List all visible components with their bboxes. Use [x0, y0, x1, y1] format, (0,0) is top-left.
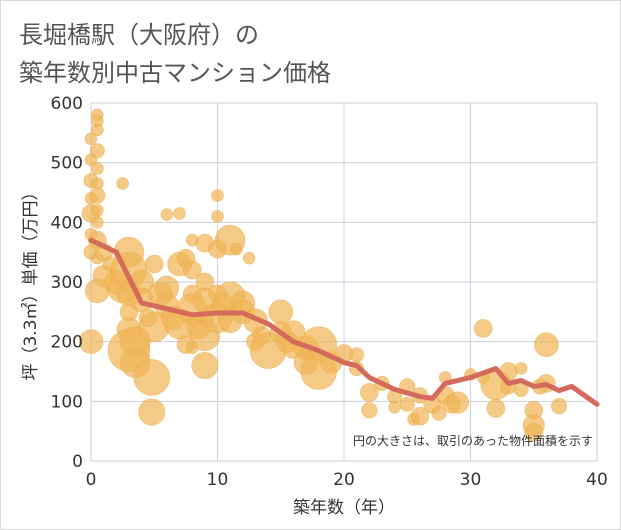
chart-title-line-1: 長堀橋駅（大阪府）の	[19, 21, 259, 49]
bubble-point	[473, 319, 493, 338]
bubble-point	[89, 143, 105, 159]
bubble-point	[242, 251, 256, 265]
bubble-point	[486, 399, 506, 418]
bubble-point	[514, 362, 528, 375]
bubble-point	[361, 402, 378, 419]
bubble-point	[431, 405, 447, 421]
bubble-point	[550, 398, 568, 415]
bubble-point	[160, 208, 174, 221]
bubble-point	[211, 189, 224, 202]
bubble-point	[399, 396, 415, 412]
bubble-point	[91, 204, 104, 217]
y-tick-label: 200	[51, 333, 83, 353]
bubble-point	[116, 177, 129, 190]
bubble-point	[91, 123, 104, 137]
trend-layer	[88, 237, 600, 407]
chart-title-line-2: 築年数別中古マンション価格	[19, 59, 331, 87]
bubble-point	[446, 391, 469, 414]
y-tick-label: 100	[51, 392, 83, 412]
y-tick-label: 400	[51, 213, 83, 233]
bubble-point	[388, 400, 401, 414]
bubble-point	[230, 242, 243, 256]
bubble-point	[191, 352, 219, 380]
bubble-point	[89, 187, 106, 204]
y-tick-label: 0	[72, 452, 83, 472]
y-axis-label: 坪（3.3㎡）単価（万円）	[21, 183, 41, 380]
bubble-layer	[78, 108, 568, 442]
x-tick-label: 0	[86, 470, 97, 490]
x-axis-label: 築年数（年）	[293, 498, 395, 518]
x-tick-label: 10	[207, 470, 229, 490]
bubble-point	[144, 254, 164, 274]
bubble-point	[410, 406, 430, 426]
bubble-point	[211, 210, 224, 223]
x-tick-label: 40	[586, 470, 608, 490]
y-tick-label: 500	[51, 154, 83, 174]
y-tick-label: 300	[51, 273, 83, 293]
bubble-point	[84, 132, 98, 146]
size-note: 円の大きさは、取引のあった物件面積を示す	[353, 433, 593, 448]
bubble-point	[268, 299, 294, 325]
bubble-point	[534, 332, 559, 357]
bubble-point	[182, 260, 202, 280]
bubble-point	[133, 359, 171, 396]
bubble-point	[359, 383, 379, 402]
bubble-point	[91, 216, 104, 229]
x-tick-label: 20	[333, 470, 355, 490]
trend-line	[88, 237, 600, 407]
bubble-point	[78, 329, 104, 354]
bubble-point	[91, 162, 104, 175]
bubble-point	[524, 423, 544, 442]
x-tick-label: 30	[460, 470, 482, 490]
bubble-point	[349, 347, 365, 363]
y-tick-label: 600	[51, 94, 83, 114]
grid	[90, 102, 598, 462]
bubble-point	[138, 398, 166, 426]
bubble-point	[173, 207, 186, 220]
